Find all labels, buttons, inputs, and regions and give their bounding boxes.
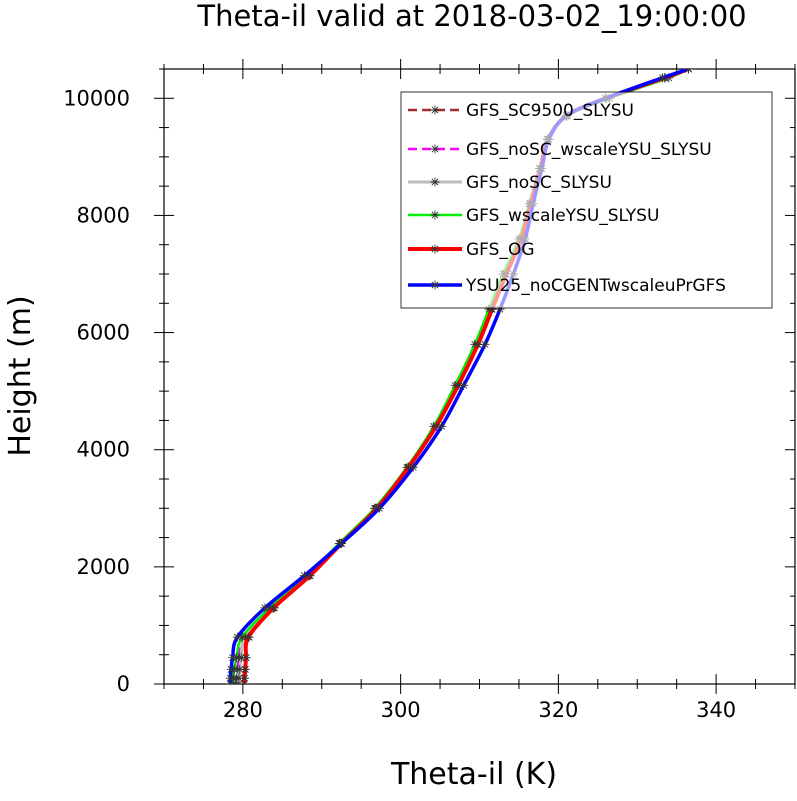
legend-box bbox=[400, 91, 773, 309]
x-tick-label: 340 bbox=[696, 698, 736, 722]
legend-marker bbox=[430, 244, 440, 254]
legend-marker bbox=[430, 210, 440, 220]
legend-label-3: GFS_noSC_SLYSU bbox=[466, 173, 612, 193]
legend-label-4: GFS_wscaleYSU_SLYSU bbox=[466, 206, 659, 226]
legend-marker bbox=[430, 105, 440, 115]
legend-marker bbox=[430, 144, 440, 154]
x-tick-label: 300 bbox=[381, 698, 421, 722]
chart-title: Theta-il valid at 2018-03-02_19:00:00 bbox=[196, 0, 746, 33]
y-tick-label: 2000 bbox=[77, 555, 130, 579]
x-tick-label: 280 bbox=[223, 698, 263, 722]
legend-label-6: YSU25_noCGENTwscaleuPrGFS bbox=[465, 276, 726, 296]
legend-marker bbox=[430, 177, 440, 187]
axis-tick-labels: 280 300 320 340 0 2000 4000 6000 8000 10000 bbox=[63, 86, 736, 722]
legend: GFS_SC9500_SLYSU GFS_noSC_wscaleYSU_SLYSU… bbox=[400, 91, 773, 309]
x-axis-title: Theta-il (K) bbox=[390, 757, 557, 792]
y-tick-label: 8000 bbox=[77, 203, 130, 227]
y-tick-label: 4000 bbox=[77, 438, 130, 462]
y-tick-label: 0 bbox=[117, 672, 130, 696]
y-tick-label: 6000 bbox=[77, 321, 130, 345]
legend-label-5: GFS_OG bbox=[466, 240, 535, 260]
x-tick-label: 320 bbox=[538, 698, 578, 722]
y-tick-label: 10000 bbox=[63, 86, 130, 110]
legend-label-1: GFS_SC9500_SLYSU bbox=[466, 101, 634, 121]
legend-marker bbox=[430, 280, 440, 290]
legend-label-2: GFS_noSC_wscaleYSU_SLYSU bbox=[466, 140, 712, 160]
axis-ticks bbox=[154, 59, 796, 694]
y-axis-title: Height (m) bbox=[3, 295, 38, 456]
